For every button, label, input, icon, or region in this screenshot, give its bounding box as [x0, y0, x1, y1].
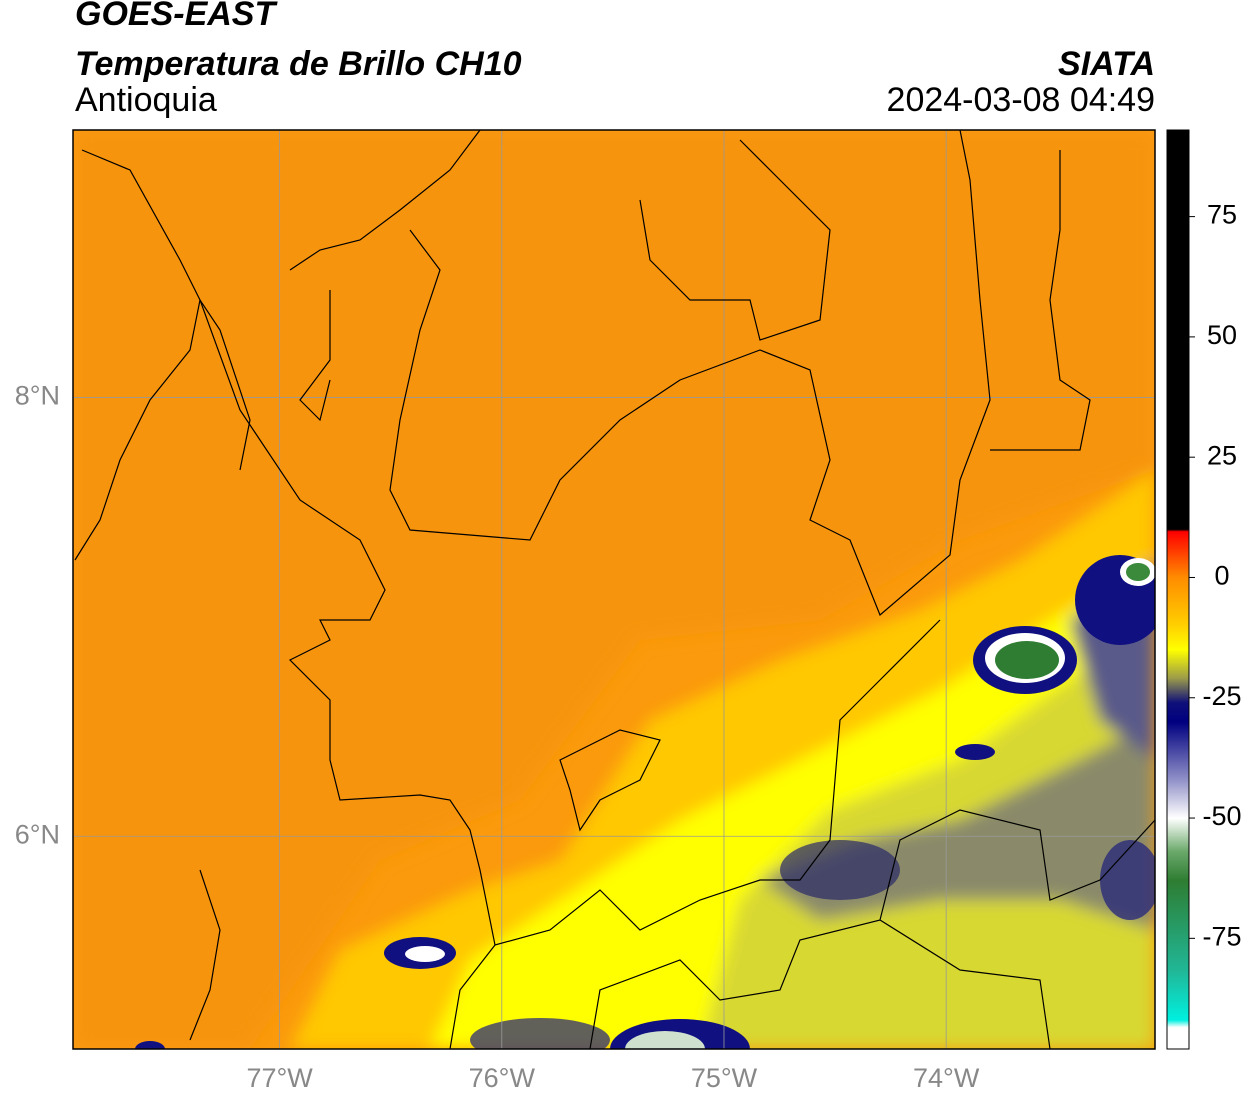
- colorbar-tick-label: 25: [1207, 440, 1237, 470]
- map-image: [73, 130, 1155, 1049]
- colorbar: [1166, 129, 1190, 1050]
- title: GOES-EAST: [75, 0, 278, 33]
- colorbar-tick-label: 0: [1214, 561, 1229, 591]
- colorbar-tick-label: -50: [1202, 801, 1241, 831]
- map-frame: [72, 129, 1156, 1050]
- subtitle: Temperatura de Brillo CH10: [75, 45, 522, 83]
- timestamp: 2024-03-08 04:49: [887, 81, 1155, 119]
- colorbar-tick-label: 50: [1207, 320, 1237, 350]
- x-tick-label: 74°W: [913, 1063, 980, 1093]
- source: SIATA: [1058, 45, 1155, 83]
- x-tick-label: 75°W: [691, 1063, 758, 1093]
- colorbar-tick-label: -25: [1202, 681, 1241, 711]
- y-tick-label: 8°N: [15, 381, 60, 411]
- region: Antioquia: [75, 81, 217, 119]
- x-tick-label: 76°W: [469, 1063, 536, 1093]
- colorbar-tick-label: 75: [1207, 200, 1237, 230]
- boundaries: [74, 130, 1155, 1049]
- colorbar-tick-label: -75: [1202, 921, 1241, 951]
- y-tick-label: 6°N: [15, 819, 60, 849]
- x-tick-label: 77°W: [246, 1063, 313, 1093]
